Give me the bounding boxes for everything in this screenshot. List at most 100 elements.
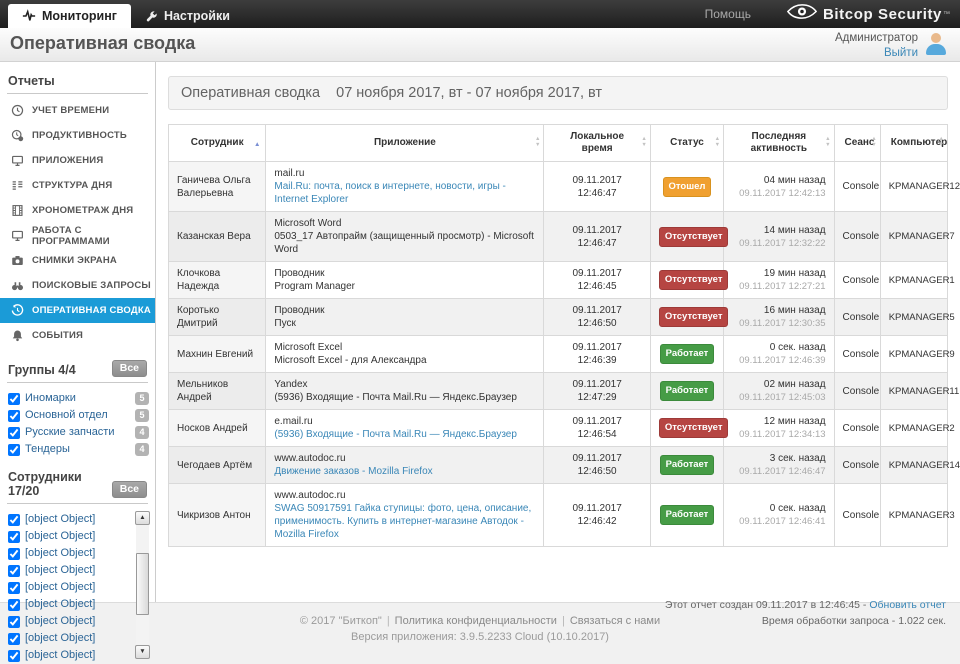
app-window-title[interactable]: Mail.Ru: почта, поиск в интернете, новос… [274, 181, 506, 205]
cell-computer: KPMANAGER3 [879, 483, 955, 547]
col-header-application[interactable]: Приложение ▲ ▼ [265, 124, 545, 162]
activity-absolute: 09.11.2017 12:42:13 [739, 187, 826, 199]
sidebar-item-program-work[interactable]: РАБОТА С ПРОГРАММАМИ [0, 223, 155, 248]
sidebar-item-day-structure[interactable]: СТРУКТУРА ДНЯ [0, 173, 155, 198]
sidebar-item-applications[interactable]: ПРИЛОЖЕНИЯ [0, 148, 155, 173]
table-row: Казанская Вера Microsoft Word 0503_17 Ав… [167, 211, 955, 262]
app-name: Проводник [274, 305, 325, 316]
sidebar-item-events[interactable]: СОБЫТИЯ [0, 323, 155, 348]
app-window-title[interactable]: SWAG 50917591 Гайка ступицы: фото, цена,… [274, 503, 532, 540]
employee-item[interactable]: [object Object] [8, 511, 125, 528]
app-window-title[interactable]: Движение заказов - Mozilla Firefox [274, 466, 433, 477]
sort-icons: ▲ ▼ [714, 136, 721, 148]
col-header-employee[interactable]: Сотрудник ▲ [167, 124, 267, 162]
app-window-title[interactable]: (5936) Входящие - Почта Mail.Ru — Яндекс… [274, 429, 517, 440]
monitor-icon [11, 229, 24, 242]
group-count-badge: 5 [135, 392, 149, 405]
scroll-up-button[interactable]: ▲ [135, 511, 150, 525]
sidebar-item-search-queries[interactable]: ПОИСКОВЫЕ ЗАПРОСЫ [0, 273, 155, 298]
employee-checkbox[interactable] [8, 513, 20, 526]
sidebar-item-operational-summary[interactable]: ОПЕРАТИВНАЯ СВОДКА [0, 298, 155, 323]
table-row: Ганичева Ольга Валерьевна mail.ru Mail.R… [167, 161, 960, 212]
groups-heading: Группы 4/4 [8, 363, 76, 377]
status-badge: Работает [659, 505, 715, 525]
help-link[interactable]: Помощь [704, 7, 751, 21]
scrollbar-thumb[interactable] [136, 553, 149, 615]
structure-icon [11, 179, 24, 192]
tab-monitoring[interactable]: Мониторинг [8, 4, 131, 28]
report-created-text: Этот отчет создан 09.11.2017 в 12:46:45 … [664, 599, 870, 611]
employees-all-button[interactable]: Все [111, 481, 147, 498]
cell-local-time: 09.11.2017 12:46:45 [543, 261, 651, 299]
employee-checkbox[interactable] [8, 530, 20, 543]
employee-item[interactable]: [object Object] [8, 579, 125, 596]
copyright-text: © 2017 "Биткоп" [299, 615, 382, 627]
logout-link[interactable]: Выйти [883, 47, 918, 59]
employee-item[interactable]: [object Object] [8, 545, 125, 562]
employee-item[interactable]: [object Object] [8, 528, 125, 545]
employee-item[interactable]: [object Object] [8, 647, 125, 664]
group-count-badge: 4 [135, 426, 149, 439]
groups-all-button[interactable]: Все [111, 360, 147, 377]
group-checkbox[interactable] [8, 443, 20, 456]
group-item[interactable]: Основной отдел 5 [8, 407, 149, 424]
privacy-policy-link[interactable]: Политика конфиденциальности [394, 615, 557, 627]
cell-last-activity: 16 мин назад 09.11.2017 12:30:35 [723, 298, 835, 336]
activity-relative: 0 сек. назад [769, 503, 826, 514]
group-checkbox[interactable] [8, 409, 20, 422]
cell-employee: Чегодаев Артём [167, 446, 267, 484]
group-count-badge: 5 [135, 409, 149, 422]
brand-name: Bitcop Security [822, 5, 942, 23]
scrollbar-track[interactable] [136, 525, 149, 645]
cell-last-activity: 0 сек. назад 09.11.2017 12:46:41 [723, 483, 835, 547]
employee-checkbox[interactable] [8, 598, 20, 611]
cell-application: mail.ru Mail.Ru: почта, поиск в интернет… [265, 161, 545, 212]
employee-item[interactable]: [object Object] [8, 596, 125, 613]
productivity-icon [11, 129, 24, 142]
employee-checkbox[interactable] [8, 649, 20, 662]
sidebar-item-time-tracking[interactable]: УЧЕТ ВРЕМЕНИ [0, 98, 155, 123]
employee-item[interactable]: [object Object] [8, 562, 125, 579]
app-window-title[interactable]: Microsoft Excel - для Александра [274, 355, 427, 366]
app-window-title[interactable]: (5936) Входящие - Почта Mail.Ru — Яндекс… [274, 392, 517, 403]
group-item[interactable]: Иномарки 5 [8, 390, 149, 407]
employee-checkbox[interactable] [8, 615, 20, 628]
col-header-status[interactable]: Статус ▲ ▼ [649, 124, 725, 162]
group-checkbox[interactable] [8, 392, 20, 405]
cell-local-time: 09.11.2017 12:46:39 [543, 335, 651, 373]
cell-last-activity: 14 мин назад 09.11.2017 12:32:22 [723, 211, 835, 262]
scroll-down-button[interactable]: ▼ [135, 645, 150, 659]
cell-status: Отсутствует [649, 409, 729, 447]
group-item[interactable]: Тендеры 4 [8, 441, 149, 458]
cell-session: Console [833, 211, 881, 262]
employee-checkbox[interactable] [8, 564, 20, 577]
tab-settings-label: Настройки [163, 9, 230, 23]
col-header-session[interactable]: Сеанс ▲ ▼ [833, 124, 881, 162]
employees-scrollbar[interactable]: ▲ ▼ [135, 511, 150, 659]
group-item[interactable]: Русские запчасти 4 [8, 424, 149, 441]
employee-item[interactable]: [object Object] [8, 630, 125, 647]
employee-checkbox[interactable] [8, 632, 20, 645]
app-window-title[interactable]: 0503_17 Автопрайм (защищенный просмотр) … [274, 231, 534, 255]
cell-status: Работает [649, 335, 725, 373]
employee-checkbox[interactable] [8, 581, 20, 594]
group-checkbox[interactable] [8, 426, 20, 439]
sidebar-item-screenshots[interactable]: СНИМКИ ЭКРАНА [0, 248, 155, 273]
employees-heading: Сотрудники 17/20 [8, 470, 82, 498]
table-row: Чегодаев Артём www.autodoc.ru Движение з… [167, 446, 960, 484]
sidebar-item-day-timing[interactable]: ХРОНОМЕТРАЖ ДНЯ [0, 198, 155, 223]
app-window-title[interactable]: Пуск [274, 318, 296, 329]
contact-us-link[interactable]: Связаться с нами [569, 615, 661, 627]
refresh-report-link[interactable]: Обновить отчет [869, 599, 946, 611]
cell-application: Yandex (5936) Входящие - Почта Mail.Ru —… [265, 372, 545, 410]
user-avatar-icon [924, 33, 948, 57]
col-header-local-time[interactable]: Локальное время ▲ ▼ [543, 124, 651, 162]
tab-settings[interactable]: Настройки [131, 4, 244, 28]
sidebar-item-productivity[interactable]: ПРОДУКТИВНОСТЬ [0, 123, 155, 148]
col-header-last-activity[interactable]: Последняя активность ▲ ▼ [723, 124, 835, 162]
app-window-title[interactable]: Program Manager [274, 281, 355, 292]
status-badge: Работает [659, 455, 715, 475]
status-badge: Отсутствует [658, 226, 729, 247]
col-header-computer[interactable]: Компьютер ▲ ▼ [879, 124, 949, 162]
employee-checkbox[interactable] [8, 547, 20, 560]
